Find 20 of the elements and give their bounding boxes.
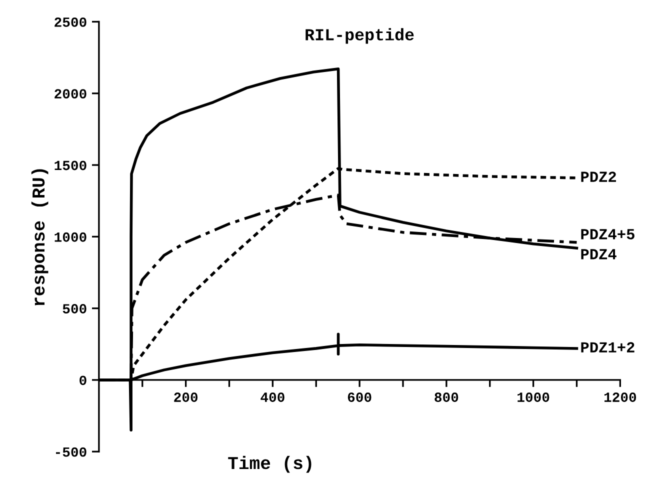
y-tick-label: 0	[80, 376, 86, 386]
x-tick-label: 1000	[518, 392, 550, 402]
y-tick-label: 2000	[54, 89, 86, 99]
x-tick-label: 200	[174, 392, 198, 402]
x-tick-label: 800	[434, 392, 458, 402]
series-label: PDZ4	[581, 249, 616, 260]
x-tick-label: 1200	[604, 392, 636, 402]
y-tick-label: 2500	[54, 17, 86, 27]
x-tick-label: 600	[348, 392, 372, 402]
y-tick-label: 1500	[54, 160, 86, 170]
y-tick-label: -500	[56, 447, 86, 457]
y-tick-label: 1000	[54, 232, 86, 242]
series-label: PDZ1+2	[581, 342, 634, 352]
y-axis-title: response (RU)	[31, 169, 48, 306]
chart-title: RIL-peptide	[306, 28, 414, 44]
series-label: PDZ4+5	[581, 229, 634, 240]
x-tick-label: 400	[260, 392, 284, 402]
x-axis-title: Time (s)	[228, 456, 312, 473]
y-tick-label: 500	[62, 304, 86, 314]
series-label: PDZ2	[581, 172, 616, 182]
